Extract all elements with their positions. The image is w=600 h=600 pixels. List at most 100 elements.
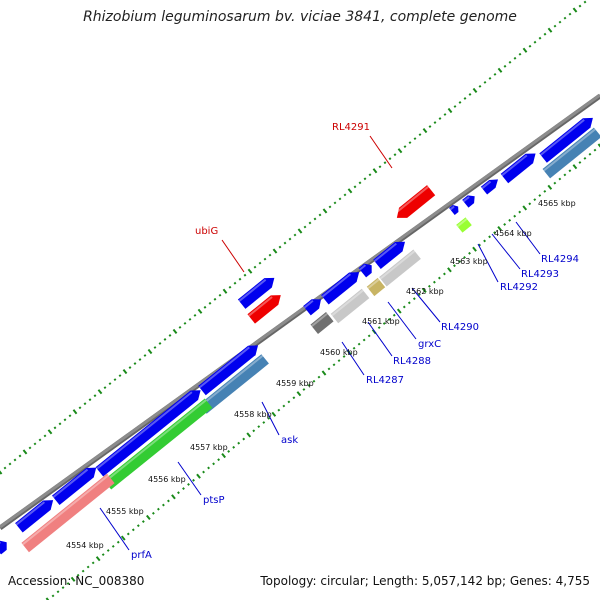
outer-tick-mark — [568, 12, 572, 16]
outer-tick-mark — [22, 449, 28, 455]
gene-forward — [198, 345, 259, 396]
outer-tick-mark — [3, 466, 7, 470]
gene-label: grxC — [418, 339, 441, 350]
outer-tick-mark — [268, 253, 272, 257]
inner-tick-mark — [593, 148, 597, 152]
outer-tick-mark — [178, 325, 182, 329]
outer-tick-mark — [218, 293, 222, 297]
outer-tick-mark — [347, 188, 353, 194]
outer-tick-mark — [138, 358, 142, 361]
kbp-label: 4562 kbp — [406, 287, 444, 296]
gene-forward — [321, 272, 360, 305]
accession-text: Accession: NC_008380 — [8, 574, 145, 588]
outer-tick-mark — [183, 321, 187, 325]
inner-tick-mark — [572, 164, 578, 170]
outer-tick-mark — [328, 205, 332, 209]
inner-tick-mark — [543, 189, 547, 193]
inner-tick-mark — [392, 313, 396, 317]
inner-tick-mark — [518, 210, 522, 214]
outer-tick-mark — [68, 414, 72, 418]
inner-tick-mark — [116, 540, 120, 544]
outer-tick-mark — [158, 342, 162, 345]
kbp-label: 4554 kbp — [66, 541, 104, 550]
inner-tick-mark — [76, 573, 80, 577]
outer-tick-mark — [253, 265, 257, 269]
outer-tick-mark — [472, 87, 478, 93]
inner-tick-mark — [332, 363, 336, 367]
outer-tick-mark — [63, 418, 67, 422]
inner-tick-mark — [362, 338, 366, 342]
inner-tick-mark — [352, 346, 356, 350]
inner-tick-mark — [81, 569, 85, 573]
inner-tick-mark — [483, 239, 486, 243]
outer-tick-mark — [308, 221, 312, 225]
kbp-label: 4561 kbp — [362, 317, 400, 326]
inner-tick-mark — [468, 251, 471, 255]
inner-tick-mark — [547, 184, 553, 190]
inner-tick-mark — [396, 308, 402, 314]
inner-tick-mark — [458, 260, 461, 263]
inner-tick-mark — [232, 445, 236, 449]
inner-tick-mark — [422, 287, 427, 294]
outer-tick-mark — [318, 213, 322, 217]
label-leader-line — [369, 135, 393, 169]
label-leader-line — [341, 341, 365, 376]
outer-tick-mark — [538, 36, 542, 40]
outer-tick-mark — [53, 426, 57, 430]
inner-tick-mark — [588, 152, 592, 156]
inner-tick-mark — [387, 317, 391, 321]
outer-tick-mark — [88, 398, 92, 402]
inner-tick-mark — [187, 483, 190, 486]
outer-tick-mark — [493, 72, 497, 76]
gene-forward — [539, 117, 593, 163]
inner-tick-mark — [277, 408, 281, 412]
outer-tick-mark — [463, 97, 467, 100]
label-leader-line — [515, 221, 541, 255]
outer-tick-mark — [468, 93, 472, 96]
inner-tick-track — [45, 143, 600, 600]
gene-forward — [95, 390, 201, 477]
gene-steelblue — [542, 127, 600, 179]
inner-tick-mark — [558, 177, 562, 181]
outer-tick-mark — [408, 141, 412, 145]
outer-tick-mark — [453, 105, 457, 108]
inner-tick-mark — [101, 553, 105, 557]
label-leader-line — [221, 239, 245, 273]
inner-tick-mark — [342, 355, 346, 358]
gene-forward — [0, 540, 7, 555]
outer-tick-mark — [238, 277, 242, 281]
gene-label: RL4287 — [366, 375, 404, 386]
outer-tick-mark — [372, 168, 378, 174]
inner-tick-mark — [91, 561, 95, 565]
outer-tick-mark — [278, 245, 282, 249]
gene-label: ask — [281, 435, 298, 446]
inner-tick-mark — [292, 396, 296, 400]
label-leader-line — [177, 461, 202, 496]
outer-tick-mark — [33, 442, 37, 446]
gene-features — [0, 117, 600, 555]
inner-tick-mark — [95, 556, 101, 562]
outer-tick-mark — [28, 446, 32, 450]
inner-tick-mark — [120, 535, 126, 541]
outer-tick-mark — [543, 32, 547, 36]
outer-tick-mark — [258, 261, 262, 265]
inner-tick-mark — [412, 297, 416, 301]
inner-tick-mark — [136, 524, 140, 528]
inner-tick-mark — [528, 202, 532, 206]
outer-tick-mark — [283, 241, 287, 245]
outer-tick-mark — [303, 225, 307, 229]
inner-tick-mark — [217, 458, 221, 462]
outer-tick-mark — [383, 161, 387, 165]
topology-text: Topology: circular; Length: 5,057,142 bp… — [260, 574, 590, 588]
outer-tick-mark — [438, 117, 442, 120]
outer-tick-mark — [572, 7, 578, 13]
outer-tick-mark — [13, 458, 17, 462]
inner-tick-mark — [106, 549, 110, 552]
inner-tick-mark — [167, 499, 170, 503]
outer-tick-mark — [153, 346, 157, 349]
inner-tick-mark — [367, 334, 371, 338]
inner-tick-mark — [237, 441, 241, 445]
gene-lightgray — [330, 288, 370, 324]
